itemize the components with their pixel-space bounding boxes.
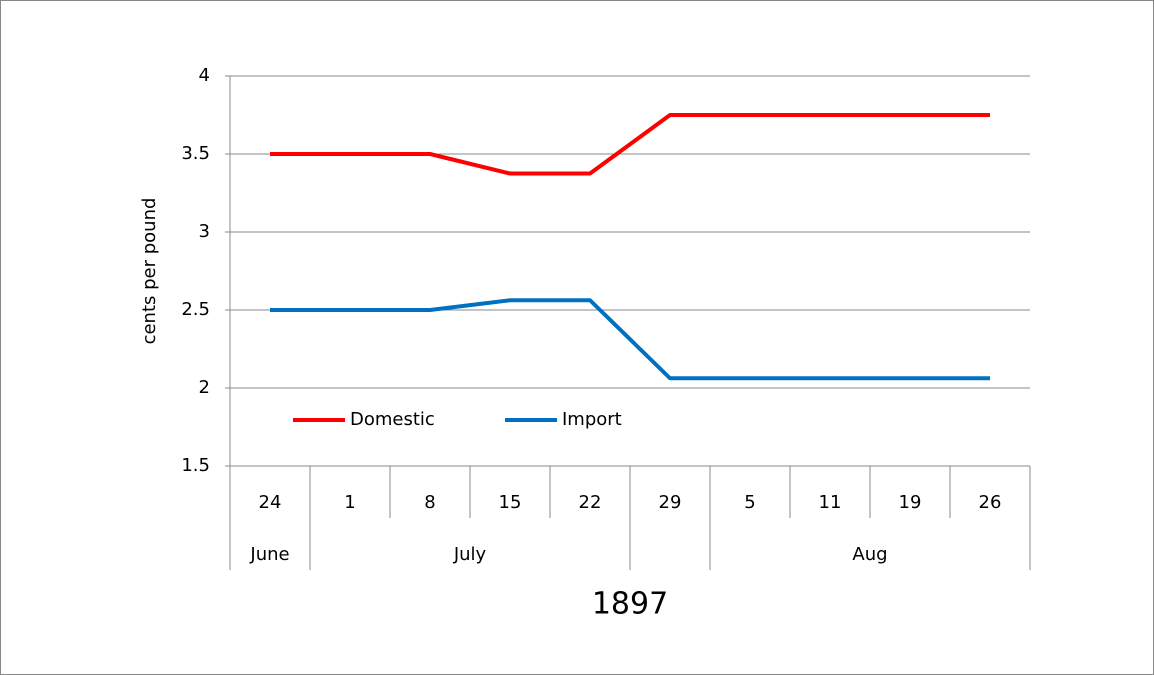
y-tick-label: 2.5 — [181, 299, 210, 320]
y-tick-label: 3 — [199, 221, 210, 242]
x-tick-label: 11 — [819, 492, 842, 513]
group-label: June — [249, 544, 289, 565]
x-tick-label: 26 — [979, 492, 1002, 513]
x-tick-label: 15 — [499, 492, 522, 513]
data-line — [270, 113, 990, 176]
x-tick-label: 19 — [899, 492, 922, 513]
x-tick-label: 29 — [659, 492, 682, 513]
y-axis-label: cents per pound — [139, 198, 160, 345]
x-tick-label: 22 — [579, 492, 602, 513]
legend-label: Import — [562, 409, 622, 430]
data-line — [270, 298, 990, 381]
y-tick-label: 2 — [199, 377, 210, 398]
group-label: Aug — [852, 544, 887, 565]
y-tick-label: 1.5 — [181, 455, 210, 476]
x-axis-label: 1897 — [592, 587, 668, 622]
x-tick-label: 8 — [424, 492, 435, 513]
x-tick-label: 24 — [259, 492, 282, 513]
x-tick-label: 5 — [744, 492, 755, 513]
legend-label: Domestic — [350, 409, 435, 430]
y-tick-label: 3.5 — [181, 143, 210, 164]
x-tick-label: 1 — [344, 492, 355, 513]
group-label: July — [453, 544, 487, 565]
y-tick-label: 4 — [199, 65, 210, 86]
